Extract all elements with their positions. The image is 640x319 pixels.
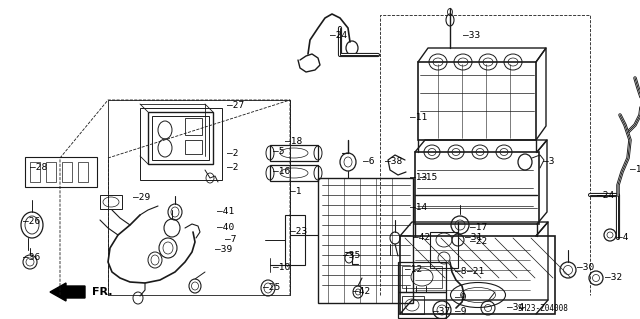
Bar <box>140 108 222 180</box>
Text: —42: —42 <box>413 234 430 242</box>
Bar <box>418 62 536 140</box>
Bar <box>152 116 209 160</box>
Text: —9: —9 <box>455 293 467 302</box>
Bar <box>402 266 442 288</box>
Bar <box>270 145 318 161</box>
Text: —23: —23 <box>290 227 307 236</box>
Text: —32: —32 <box>605 273 622 283</box>
Text: —18: —18 <box>285 137 302 146</box>
Bar <box>285 215 305 265</box>
Bar <box>62 162 72 182</box>
Bar <box>185 118 202 135</box>
Text: —24: —24 <box>597 190 614 199</box>
Text: —35: —35 <box>343 250 360 259</box>
Bar <box>108 100 290 295</box>
Text: —31: —31 <box>465 234 483 242</box>
Text: —29: —29 <box>133 194 150 203</box>
Bar <box>30 162 40 182</box>
Text: —30: —30 <box>577 263 595 272</box>
Text: —19: —19 <box>630 166 640 174</box>
Bar <box>185 140 202 154</box>
Bar <box>148 112 213 164</box>
Bar <box>46 162 56 182</box>
Text: —4: —4 <box>617 234 628 242</box>
Text: —38: —38 <box>385 158 403 167</box>
Text: —6: —6 <box>363 158 374 167</box>
Text: —25: —25 <box>263 284 280 293</box>
Bar <box>398 292 446 318</box>
Text: FR.: FR. <box>92 287 113 297</box>
FancyArrow shape <box>50 283 85 301</box>
Text: —7: —7 <box>225 235 237 244</box>
Text: —1: —1 <box>290 188 301 197</box>
Bar <box>100 195 122 209</box>
Bar <box>402 296 424 314</box>
Text: —11: —11 <box>410 114 428 122</box>
Bar <box>398 262 446 292</box>
Text: —3: —3 <box>543 158 554 167</box>
Bar <box>415 152 539 224</box>
Text: —27: —27 <box>227 100 244 109</box>
Text: —40: —40 <box>217 224 234 233</box>
Text: —41: —41 <box>217 207 234 217</box>
Bar <box>318 178 413 303</box>
Bar <box>400 236 555 314</box>
Bar <box>78 162 88 182</box>
Text: —14: —14 <box>410 204 428 212</box>
Text: —16: —16 <box>273 167 291 176</box>
Text: —13: —13 <box>410 174 428 182</box>
Text: —12: —12 <box>405 265 422 275</box>
Text: —28: —28 <box>30 164 47 173</box>
Text: —5: —5 <box>273 147 285 157</box>
Text: —34: —34 <box>507 303 524 313</box>
Text: —36: —36 <box>23 254 40 263</box>
Text: —21: —21 <box>467 268 484 277</box>
Text: —33: —33 <box>463 31 480 40</box>
Text: —8: —8 <box>455 268 467 277</box>
Text: —2: —2 <box>227 149 239 158</box>
Bar <box>25 157 97 187</box>
Text: —26: —26 <box>23 218 40 226</box>
Text: —24: —24 <box>330 31 348 40</box>
Text: —9: —9 <box>455 308 467 316</box>
Text: —2: —2 <box>227 164 239 173</box>
Text: —10: —10 <box>273 263 291 272</box>
Text: SH23-Z04008: SH23-Z04008 <box>518 304 569 313</box>
Text: —22: —22 <box>470 238 487 247</box>
Text: —39: —39 <box>215 246 232 255</box>
Bar <box>270 165 318 181</box>
Text: —37: —37 <box>433 308 451 316</box>
Text: —42: —42 <box>353 287 371 296</box>
Text: —15: —15 <box>420 174 437 182</box>
Text: —17: —17 <box>470 224 487 233</box>
Bar <box>430 232 458 268</box>
